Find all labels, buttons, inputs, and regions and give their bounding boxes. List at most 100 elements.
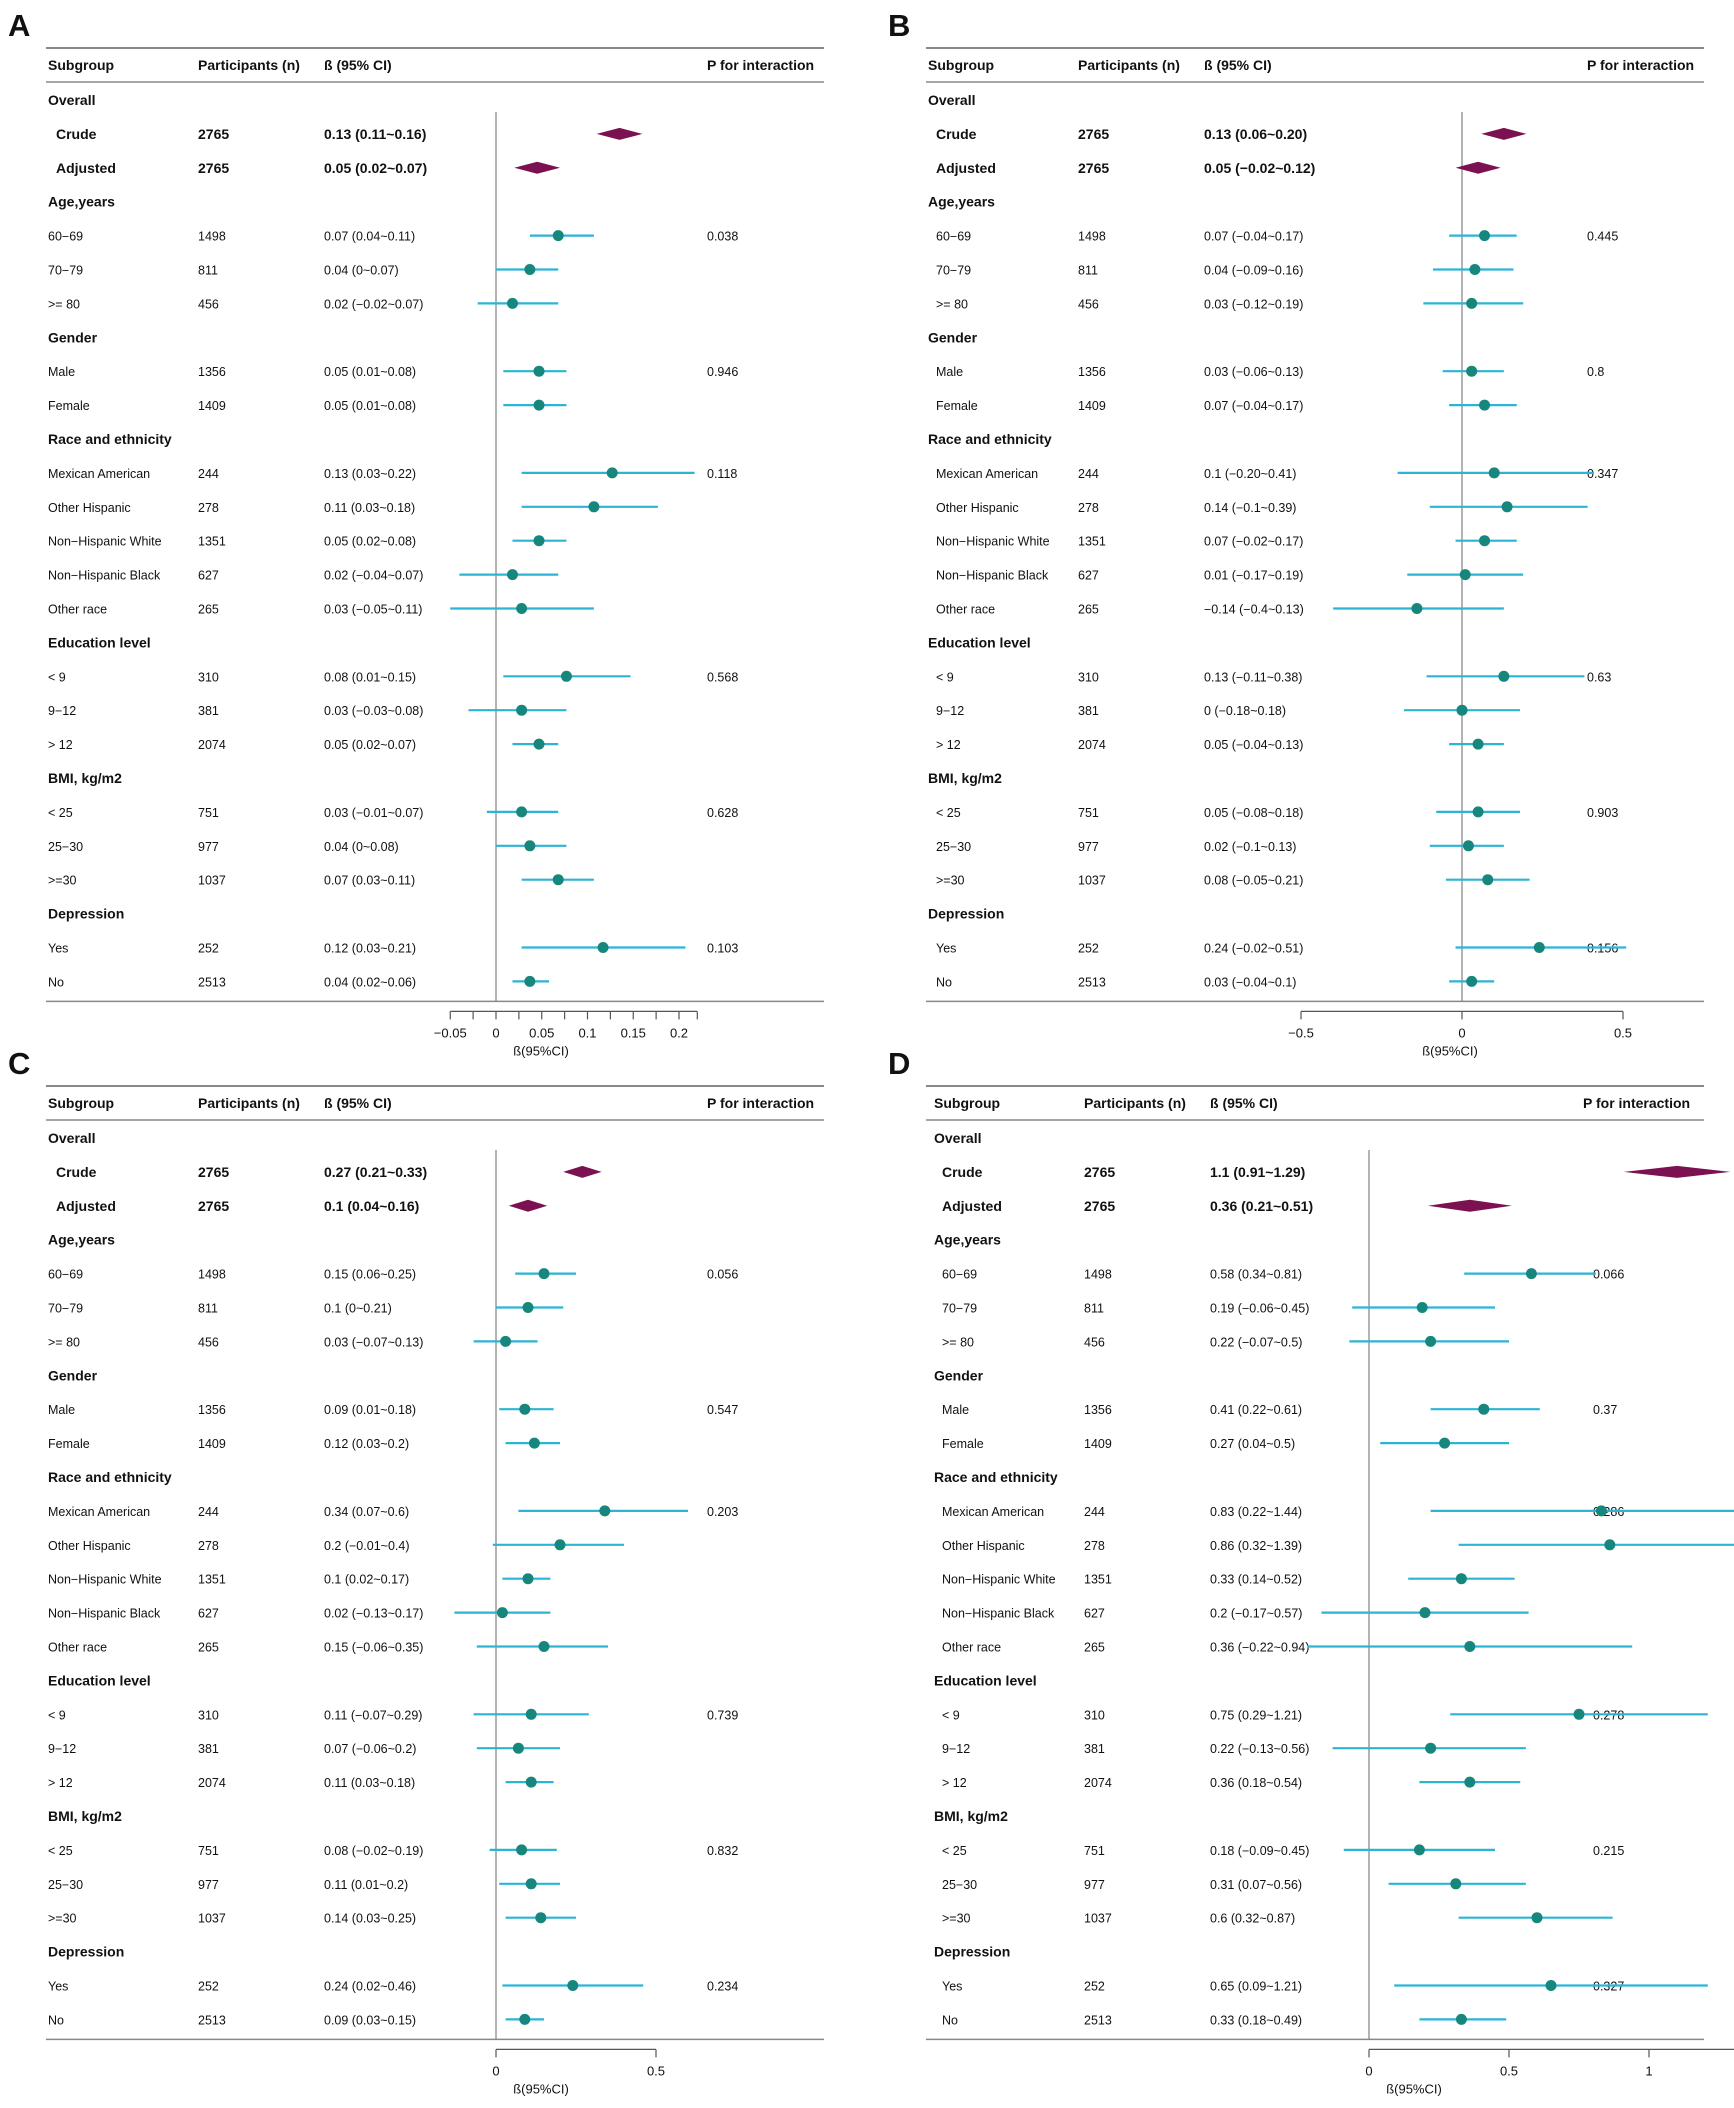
group-label: Gender [928,329,978,345]
row-p-interaction: 0.547 [707,1403,738,1417]
group-label: Gender [48,329,98,345]
row-label: >=30 [942,1912,971,1926]
row-label: Yes [48,942,68,956]
row-label: Mexican American [936,467,1038,481]
row-beta-ci: 0.03 (−0.07~0.13) [324,1335,423,1349]
group-label: Overall [48,92,95,108]
row-beta-ci: 0.09 (0.03~0.15) [324,2013,416,2027]
header-p-interaction: P for interaction [1583,1095,1690,1111]
row-participants: 751 [1078,806,1099,820]
point-estimate [516,1844,528,1856]
overall-row-beta: 0.36 (0.21~0.51) [1210,1198,1313,1214]
row-participants: 1356 [198,1403,226,1417]
overall-row-n: 2765 [1078,126,1109,142]
overall-row-beta: 1.1 (0.91~1.29) [1210,1164,1305,1180]
row-beta-ci: 0.33 (0.14~0.52) [1210,1573,1302,1587]
row-participants: 1351 [198,535,226,549]
row-beta-ci: 0.04 (0~0.07) [324,264,399,278]
row-participants: 627 [198,569,219,583]
row-participants: 1351 [198,1573,226,1587]
row-beta-ci: 0.03 (−0.12~0.19) [1204,297,1303,311]
point-estimate [1501,501,1513,513]
row-p-interaction: 0.203 [707,1505,738,1519]
row-label: No [48,975,64,989]
overall-diamond [563,1165,602,1178]
row-participants: 456 [1078,297,1099,311]
point-estimate [506,569,518,581]
group-label: Education level [928,634,1031,650]
row-beta-ci: 0.19 (−0.06~0.45) [1210,1302,1309,1316]
row-beta-ci: 0.05 (0.01~0.08) [324,365,416,379]
row-participants: 310 [198,1708,219,1722]
row-beta-ci: 0.07 (−0.06~0.2) [324,1742,416,1756]
point-estimate [554,1539,566,1551]
row-beta-ci: 0.2 (−0.17~0.57) [1210,1607,1302,1621]
row-participants: 1037 [1078,874,1106,888]
row-label: Other Hispanic [942,1539,1025,1553]
point-estimate [533,535,545,547]
overall-row-n: 2765 [1084,1198,1115,1214]
row-beta-ci: 0.13 (−0.11~0.38) [1204,670,1302,684]
overall-diamond [1455,161,1501,174]
x-axis-tick-label: 0.05 [529,1025,554,1040]
row-beta-ci: 0.04 (−0.09~0.16) [1204,264,1303,278]
group-label: BMI, kg/m2 [48,770,122,786]
group-label: Depression [48,1944,124,1960]
row-label: Female [942,1437,984,1451]
row-beta-ci: 0.27 (0.04~0.5) [1210,1437,1295,1451]
header-p-interaction: P for interaction [1587,57,1694,73]
row-label: > 12 [48,738,73,752]
row-p-interaction: 0.903 [1587,806,1618,820]
row-participants: 2074 [1078,738,1106,752]
point-estimate [1525,1268,1537,1280]
row-participants: 1498 [198,230,226,244]
row-participants: 2074 [198,738,226,752]
row-beta-ci: −0.14 (−0.4~0.13) [1204,603,1304,617]
point-estimate [1472,806,1484,818]
point-estimate [1479,399,1491,411]
row-participants: 381 [1084,1742,1105,1756]
row-p-interaction: 0.056 [707,1268,738,1282]
group-label: Age,years [928,194,995,210]
row-label: No [48,2013,64,2027]
row-label: Male [48,365,75,379]
group-label: Age,years [48,1232,115,1248]
row-beta-ci: 0.75 (0.29~1.21) [1210,1708,1302,1722]
point-estimate [1479,535,1491,547]
overall-row-label: Crude [56,126,97,142]
group-label: Overall [48,1130,95,1146]
row-beta-ci: 0.2 (−0.01~0.4) [324,1539,409,1553]
row-beta-ci: 0.07 (−0.04~0.17) [1204,399,1303,413]
header-participants: Participants (n) [1078,57,1180,73]
row-label: < 9 [48,670,66,684]
row-label: >=30 [48,1912,77,1926]
row-participants: 627 [1084,1607,1105,1621]
row-label: > 12 [942,1776,967,1790]
x-axis-tick-label: 0.5 [1614,1025,1632,1040]
point-estimate [524,840,536,852]
x-axis-tick-label: 0.2 [670,1025,688,1040]
header-participants: Participants (n) [198,1095,300,1111]
row-beta-ci: 0.05 (0.02~0.07) [324,738,416,752]
row-label: 9−12 [48,704,76,718]
row-beta-ci: 0.18 (−0.09~0.45) [1210,1844,1309,1858]
overall-row-label: Adjusted [936,160,996,176]
point-estimate [1455,1573,1467,1585]
row-label: Other race [942,1641,1001,1655]
row-label: No [942,2013,958,2027]
row-p-interaction: 0.37 [1593,1403,1617,1417]
forest-plot-panel-c: C Subgroup Participants (n) ß (95% CI) P for… [0,1038,830,2103]
row-label: < 9 [936,670,954,684]
group-label: Age,years [48,194,115,210]
group-label: BMI, kg/m2 [928,770,1002,786]
forest-plot-panel-d: D Subgroup Participants (n) ß (95% CI) P for… [880,1038,1734,2103]
row-participants: 751 [198,1844,219,1858]
point-estimate [1466,975,1478,987]
overall-diamond [514,161,561,174]
row-participants: 252 [1084,1980,1105,1994]
row-label: Non−Hispanic Black [936,569,1049,583]
header-subgroup: Subgroup [48,1095,114,1111]
row-participants: 2513 [198,975,226,989]
row-label: 9−12 [936,704,964,718]
row-p-interaction: 0.445 [1587,230,1618,244]
